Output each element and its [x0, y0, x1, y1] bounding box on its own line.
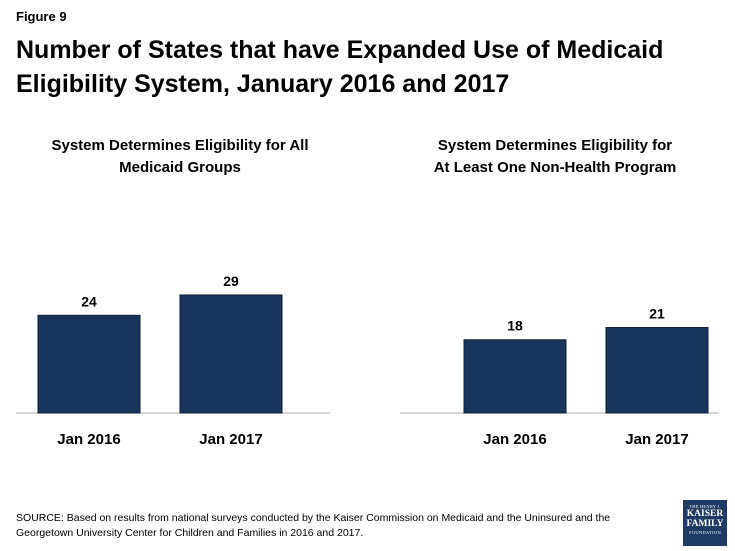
logo-line2: KAISER	[686, 509, 724, 519]
bar-1-1	[37, 314, 141, 414]
tick-label-2-1: Jan 2016	[483, 431, 546, 448]
bar-2-1	[463, 339, 567, 414]
data-label-2-1: 18	[507, 318, 523, 334]
panel-title-right-line2: At Least One Non-Health Program	[433, 159, 677, 176]
kff-logo: THE HENRY J. KAISER FAMILY FOUNDATION	[683, 500, 727, 546]
source-note: SOURCE: Based on results from national s…	[16, 512, 611, 539]
bar-2-2	[605, 327, 709, 414]
logo-line3: FAMILY	[686, 519, 724, 529]
panel-title-left-line2: Medicaid Groups	[119, 159, 241, 176]
panel-title-left-line1: System Determines Eligibility for All	[51, 137, 309, 154]
panel-title-right-line1: System Determines Eligibility for	[437, 137, 673, 154]
panel-title-right: System Determines Eligibility for At Lea…	[395, 135, 715, 179]
tick-label-2-2: Jan 2017	[625, 431, 688, 448]
data-label-1-1: 24	[81, 293, 97, 309]
tick-label-1-1: Jan 2016	[57, 431, 120, 448]
bar-1-2	[179, 294, 283, 414]
logo-line4: FOUNDATION	[689, 530, 721, 535]
tick-label-1-2: Jan 2017	[199, 431, 262, 448]
data-label-2-2: 21	[649, 306, 665, 322]
logo-line1: THE HENRY J.	[689, 504, 721, 509]
figure-label: Figure 9	[16, 9, 67, 24]
panel-title-left: System Determines Eligibility for All Me…	[20, 135, 340, 179]
chart-title: Number of States that have Expanded Use …	[16, 36, 664, 98]
data-label-1-2: 29	[223, 273, 239, 289]
